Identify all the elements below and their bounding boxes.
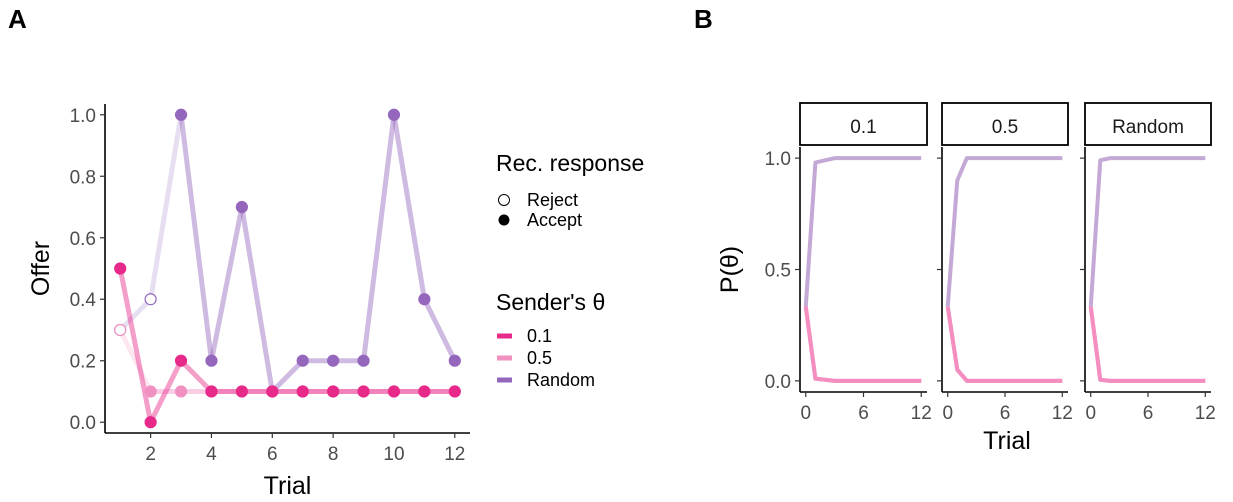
facet-series-0-5-line xyxy=(803,306,922,383)
accept-marker-icon xyxy=(498,214,510,226)
y-tick-label: 0.0 xyxy=(70,413,96,434)
series-random-point xyxy=(327,354,340,367)
facet-series-random-line xyxy=(945,156,1063,307)
facet-x-tick-label: 12 xyxy=(911,403,932,424)
legend-title-theta: Sender's θ xyxy=(496,289,605,315)
x-tick-label: 6 xyxy=(267,444,278,465)
legend-label-random: Random xyxy=(527,370,595,390)
series-0-1-point xyxy=(266,385,279,398)
facet-x-tick-label: 0 xyxy=(1085,403,1096,424)
facet-series-0-1-line xyxy=(803,306,922,383)
facet-series-random-line xyxy=(803,156,922,307)
series-0-1-point xyxy=(387,385,401,398)
series-0-1-line-segment xyxy=(117,266,154,425)
facet-x-tick-label: 12 xyxy=(1195,403,1216,424)
facet-strip-label: 0.1 xyxy=(850,117,876,138)
legend-label-reject: Reject xyxy=(527,190,578,210)
legend-label-0-1: 0.1 xyxy=(527,326,552,346)
x-tick-label: 10 xyxy=(383,444,404,465)
x-axis-title: Trial xyxy=(983,427,1031,455)
panel-b-plot: 0.1 0 6 12 0.0 0.5 1.0 0.5 0 6 12 Random 0 6 12 Trial P(… xyxy=(716,102,1216,455)
series-0-1-point xyxy=(235,385,248,398)
series-random-point xyxy=(387,108,401,121)
series-0-1-point xyxy=(114,262,127,275)
panel-a-label: A xyxy=(8,4,27,34)
y-axis-title: P(θ) xyxy=(716,246,744,293)
series-random-point xyxy=(205,354,218,367)
facet-series-0-5-line xyxy=(945,306,1063,383)
facet-x-tick-label: 6 xyxy=(858,403,869,424)
facet-x-tick-label: 6 xyxy=(1143,403,1154,424)
series-random-line-segment xyxy=(208,204,245,364)
series-0-1-point xyxy=(174,354,188,367)
series-0-1-point xyxy=(144,416,157,429)
facet-strip xyxy=(941,102,1069,146)
facet-x-tick-label: 6 xyxy=(1000,403,1011,424)
panel-a-plot: 0.0 0.2 0.4 0.6 0.8 1.0 2 4 6 8 10 12 Trial Offer xyxy=(27,104,470,500)
series-random-line-segment xyxy=(148,112,184,302)
facet-strip xyxy=(799,102,928,146)
facet-strip-label: Random xyxy=(1112,117,1184,138)
x-tick-label: 2 xyxy=(145,444,156,465)
series-random-point xyxy=(144,293,157,306)
facet-x-tick-label: 0 xyxy=(942,403,953,424)
series-0-5-point xyxy=(114,323,127,337)
series-random-line-segment xyxy=(361,112,397,364)
facet-strip xyxy=(1084,102,1212,146)
reject-marker-icon xyxy=(498,194,510,206)
panel-a-legend: Rec. response Reject Accept Sender's θ 0… xyxy=(496,150,644,390)
series-random-point xyxy=(235,200,248,214)
facet-series-random-line xyxy=(1088,156,1206,307)
series-0-1-point xyxy=(296,385,309,398)
series-random-line-segment xyxy=(239,204,275,394)
series-0-1-line-segment xyxy=(178,358,214,394)
series-random-point xyxy=(357,354,370,367)
y-tick-label: 0.4 xyxy=(70,290,97,311)
legend-title-response: Rec. response xyxy=(496,150,644,176)
series-random-line-segment xyxy=(421,296,458,364)
series-0-1-point xyxy=(418,385,431,398)
series-random-point xyxy=(448,354,461,367)
legend-label-0-5: 0.5 xyxy=(527,348,552,368)
y-tick-label: 1.0 xyxy=(70,106,96,127)
series-random-line-segment xyxy=(391,112,427,302)
series-random-point xyxy=(296,354,309,367)
series-random-line-segment xyxy=(117,296,154,333)
y-tick-label: 0.0 xyxy=(765,372,791,393)
x-tick-label: 8 xyxy=(328,444,339,465)
facet-series-0-1-line xyxy=(1088,306,1206,383)
series-0-1-point xyxy=(448,385,461,398)
series-0-1-line-segment xyxy=(148,358,184,425)
y-axis-title: Offer xyxy=(27,241,55,296)
y-tick-label: 1.0 xyxy=(765,149,791,170)
series-0-5-line-segment xyxy=(117,327,154,394)
facet-strip-label: 0.5 xyxy=(992,117,1018,138)
legend-label-accept: Accept xyxy=(527,210,582,230)
facet-series-0-1-line xyxy=(945,306,1063,383)
series-random-line-segment xyxy=(269,358,306,394)
y-tick-label: 0.6 xyxy=(70,229,96,250)
x-tick-label: 4 xyxy=(206,444,217,465)
x-axis-title: Trial xyxy=(264,472,312,500)
series-0-5-point xyxy=(144,385,157,398)
series-random-line-segment xyxy=(178,112,214,364)
x-tick-label: 12 xyxy=(444,444,465,465)
series-0-1-point xyxy=(357,385,370,398)
series-0-1-point xyxy=(205,385,218,398)
facet-series-0-5-line xyxy=(1088,306,1206,383)
facet-x-tick-label: 12 xyxy=(1052,403,1073,424)
series-0-5-point xyxy=(174,385,188,398)
series-random-point xyxy=(418,293,431,306)
y-tick-label: 0.2 xyxy=(70,352,96,373)
facet-x-tick-label: 0 xyxy=(800,403,811,424)
series-random-point xyxy=(174,108,188,121)
y-tick-label: 0.8 xyxy=(70,167,96,188)
series-0-1-point xyxy=(327,385,340,398)
y-tick-label: 0.5 xyxy=(765,261,791,282)
panel-b-label: B xyxy=(694,4,713,34)
